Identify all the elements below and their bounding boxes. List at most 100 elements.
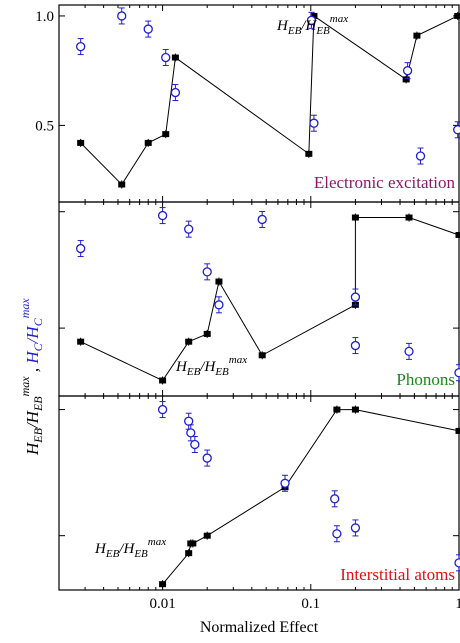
- data-point-eb: [351, 214, 359, 221]
- y-axis-label: HEB/HEBmax , HC/HCmax: [18, 298, 45, 456]
- data-point-eb: [185, 550, 193, 557]
- data-point-c: [309, 118, 319, 128]
- data-point-eb: [162, 131, 170, 138]
- data-point-c: [190, 439, 200, 450]
- data-point-eb: [203, 532, 211, 539]
- y-label-eb-sub: EB: [31, 396, 45, 412]
- data-point-c: [350, 523, 361, 533]
- y-tick-label: 0.5: [35, 118, 54, 134]
- y-label-eb: H: [23, 441, 42, 456]
- y-label-separator: ,: [23, 364, 42, 377]
- data-point-eb: [351, 406, 359, 413]
- data-point-c: [76, 243, 86, 254]
- data-point-c: [415, 151, 426, 161]
- label-subscript: EB: [214, 366, 229, 378]
- label-subscript: EB: [287, 25, 302, 37]
- data-point-eb: [454, 12, 460, 19]
- y-axis-label-text: HEB/HEBmax , HC/HCmax: [18, 298, 45, 456]
- data-point-c: [332, 529, 342, 539]
- panel-label: Phonons: [396, 370, 455, 389]
- label-base: H: [203, 359, 216, 375]
- y-label-eb: /: [23, 421, 42, 429]
- series-line-eb: [80, 217, 460, 382]
- label-base: H: [122, 541, 135, 557]
- data-point-eb: [77, 139, 85, 146]
- label-superscript: max: [330, 13, 348, 25]
- label-superscript: max: [229, 354, 247, 366]
- data-point-eb: [333, 406, 341, 413]
- data-point-c: [143, 24, 153, 34]
- label-slash: /: [199, 359, 206, 375]
- y-label-c-sub: C: [31, 317, 45, 326]
- label-base: H: [94, 541, 107, 557]
- x-tick-label: 0.01: [149, 596, 175, 612]
- data-point-c: [350, 340, 361, 351]
- label-slash: /: [300, 18, 307, 34]
- data-point-c: [117, 11, 127, 21]
- data-point-c: [350, 292, 361, 302]
- data-point-eb: [185, 338, 193, 345]
- data-point-c: [257, 214, 267, 225]
- label-superscript: max: [148, 536, 166, 548]
- y-label-c: H: [23, 325, 42, 340]
- x-axis-label: Normalized Effect: [200, 619, 319, 636]
- panel-frame: [58, 201, 460, 397]
- data-point-eb: [159, 377, 167, 384]
- data-point-c: [76, 41, 86, 52]
- data-point-eb: [118, 181, 126, 188]
- data-point-c: [202, 453, 212, 463]
- data-point-c: [402, 66, 413, 76]
- panel-frame: [58, 395, 460, 591]
- data-point-c: [280, 478, 290, 488]
- y-label-c: /: [23, 336, 42, 344]
- data-point-eb: [405, 214, 413, 221]
- curve-label-eb: HEB/HEBmax: [94, 536, 166, 560]
- data-point-c: [186, 428, 196, 438]
- data-point-c: [184, 416, 194, 426]
- data-point-eb: [305, 150, 313, 157]
- label-base: H: [276, 18, 289, 34]
- data-point-eb: [310, 12, 318, 19]
- data-point-eb: [189, 540, 197, 547]
- y-label-eb: H: [23, 409, 42, 424]
- y-label-c-sub: C: [31, 342, 45, 351]
- y-label-eb-sup: max: [18, 376, 32, 397]
- y-label-c: H: [23, 350, 42, 365]
- data-point-c: [161, 52, 171, 63]
- label-subscript: EB: [315, 25, 330, 37]
- y-label-eb-sub: EB: [31, 427, 45, 443]
- data-point-eb: [215, 278, 223, 285]
- series-line-eb: [162, 409, 460, 585]
- data-point-c: [404, 346, 414, 357]
- x-tick-label: 1: [455, 596, 460, 612]
- data-point-eb: [203, 330, 211, 337]
- data-point-c: [157, 210, 168, 221]
- data-point-eb: [171, 54, 179, 61]
- panel-label: Interstitial atoms: [340, 565, 455, 584]
- label-base: H: [175, 359, 188, 375]
- data-point-eb: [159, 581, 167, 588]
- x-tick-label: 0.1: [301, 596, 320, 612]
- label-subscript: EB: [186, 366, 201, 378]
- label-slash: /: [118, 541, 125, 557]
- label-base: H: [304, 18, 317, 34]
- series-line-eb: [80, 15, 458, 186]
- data-point-eb: [77, 338, 85, 345]
- data-point-eb: [258, 352, 266, 359]
- label-subscript: EB: [133, 548, 148, 560]
- data-point-c: [184, 224, 194, 234]
- data-point-c: [454, 558, 460, 568]
- y-label-c-sup: max: [18, 298, 32, 319]
- data-point-c: [170, 87, 181, 98]
- panel-label: Electronic excitation: [314, 173, 456, 192]
- data-point-eb: [144, 139, 152, 146]
- data-point-c: [157, 404, 168, 415]
- data-point-c: [453, 125, 460, 135]
- data-point-eb: [455, 427, 460, 434]
- data-point-c: [454, 368, 460, 378]
